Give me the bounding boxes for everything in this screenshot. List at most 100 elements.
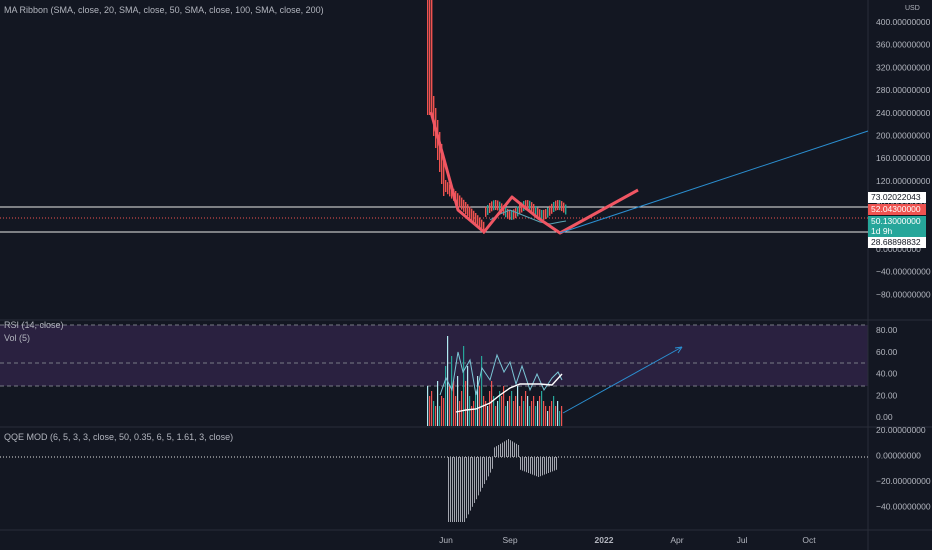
qqe-bar [480,457,481,492]
volume-legend[interactable]: Vol (5) [4,333,31,343]
volume-bar [521,396,523,426]
qqe-bar [460,457,461,522]
qqe-bar [542,457,543,476]
volume-bar [461,391,463,426]
qqe-bar [484,457,485,484]
price-tick-label: 0.00000000 [876,244,921,254]
candle [531,202,533,213]
candle [565,204,567,215]
volume-bar [451,356,453,426]
volume-bar [491,381,493,426]
qqe-bar [454,457,455,522]
candle [475,213,477,225]
qqe-histogram [448,439,557,522]
zigzag-drawing[interactable] [429,111,639,235]
qqe-bar [452,457,453,522]
price-tick-label: 200.00000000 [876,131,931,141]
volume-bar [515,396,517,426]
candle [543,209,545,220]
qqe-bar [532,457,533,475]
volume-bar [453,381,455,426]
volume-bar [501,396,503,426]
volume-bar [483,396,485,426]
candle [469,206,471,219]
time-axis[interactable]: Jun Sep 2022 Apr Jul Oct [439,535,816,545]
volume-bar [559,411,561,426]
candle [553,201,555,212]
volume-bar [467,366,469,426]
volume-bar [553,396,555,426]
qqe-bar [458,457,459,522]
candle [485,206,487,217]
qqe-bar [548,457,549,473]
candle [433,96,435,136]
candle [479,217,481,230]
price-axis[interactable]: 400.00000000 360.00000000 320.00000000 280.… [876,17,931,299]
volume-bar [477,376,479,426]
candle [511,209,513,220]
candle [487,204,489,215]
price-tick-label: −40.00000000 [876,267,931,277]
volume-bar [507,401,509,426]
price-tick-label: −80.00000000 [876,289,931,299]
candle [467,204,469,217]
volume-bar [441,396,443,426]
volume-bar [469,396,471,426]
qqe-tick-label: 20.00000000 [876,425,926,435]
candlestick-series [427,0,567,234]
candle [495,200,497,211]
price-tick-label: 280.00000000 [876,85,931,95]
candle [471,208,473,221]
qqe-bar [494,447,495,457]
volume-bar [433,401,435,426]
qqe-bar [514,442,515,457]
candle [461,197,463,210]
trend-line-main[interactable] [559,130,869,234]
volume-bar [527,396,529,426]
rsi-ma-line [455,373,563,413]
candle [441,144,443,184]
volume-bar [455,396,457,426]
qqe-bar [490,457,491,473]
qqe-bar [464,457,465,522]
qqe-bar [482,457,483,488]
qqe-tick-label: −40.00000000 [876,502,931,512]
rsi-legend[interactable]: RSI (14, close) [4,320,64,330]
time-axis-label: Sep [502,535,517,545]
upper-level-tag: 73.02022043 [868,192,926,203]
qqe-legend[interactable]: QQE MOD (6, 5, 3, 3, close, 50, 0.35, 6,… [4,432,234,442]
volume-bar [465,381,467,426]
qqe-bar [546,457,547,474]
qqe-bar [522,457,523,471]
volume-bar [529,406,531,426]
candle [533,203,535,214]
trend-line-rsi-arrowhead [674,346,683,354]
currency-label: USD [905,5,920,12]
candle [513,209,515,220]
volume-bar [541,391,543,426]
trend-line-rsi[interactable] [562,346,683,414]
volume-bar [485,401,487,426]
candle [527,200,529,211]
rsi-axis[interactable]: 80.00 60.00 40.00 20.00 0.00 [876,325,898,422]
qqe-bar [544,457,545,475]
candle [559,200,561,211]
volume-bar [519,406,521,426]
qqe-bar [534,457,535,476]
qqe-axis[interactable]: 20.00000000 0.00000000 −20.00000000 −40.000… [876,425,931,512]
candle [563,202,565,213]
volume-bar [525,391,527,426]
qqe-bar [500,443,501,457]
ma-ribbon-legend[interactable]: MA Ribbon (SMA, close, 20, SMA, close, 5… [4,5,324,15]
volume-bar [511,391,513,426]
volume-bar [545,406,547,426]
qqe-bar [504,441,505,457]
rsi-overbought-band [0,325,868,386]
price-tick-label: 400.00000000 [876,17,931,27]
candle [521,202,523,213]
qqe-bar [472,457,473,507]
volume-bar [543,401,545,426]
candle [555,200,557,211]
qqe-bar [462,457,463,522]
